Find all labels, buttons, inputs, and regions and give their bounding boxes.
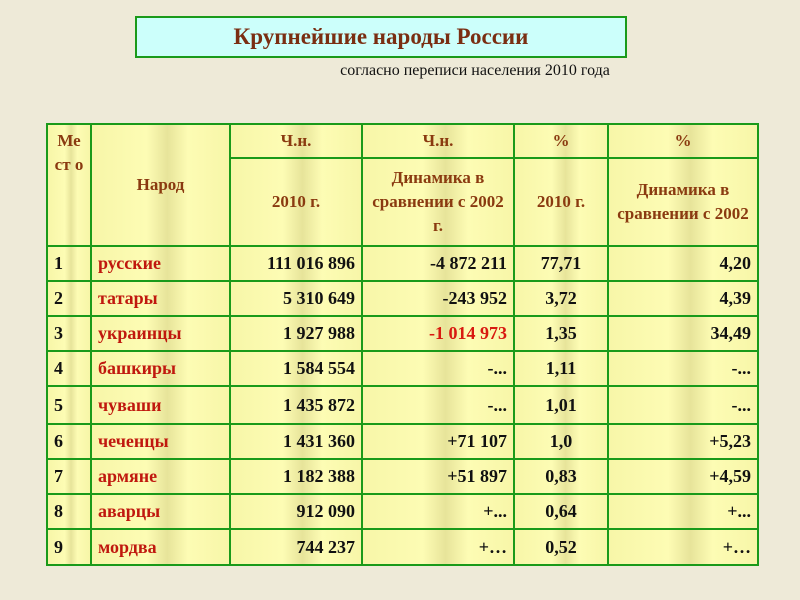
header-count-2010: 2010 г. xyxy=(229,157,363,247)
row-pct-dyn: 34,49 xyxy=(607,315,759,352)
row-place: 1 xyxy=(46,245,92,282)
row-count-dyn: -... xyxy=(361,385,515,425)
row-pct-dyn: +4,59 xyxy=(607,458,759,495)
row-people: башкиры xyxy=(90,350,231,387)
row-place: 5 xyxy=(46,385,92,425)
slide-subtitle: согласно переписи населения 2010 года xyxy=(340,62,610,79)
row-count: 1 435 872 xyxy=(229,385,363,425)
row-count-dyn: -4 872 211 xyxy=(361,245,515,282)
row-pct: 1,01 xyxy=(513,385,609,425)
row-pct: 3,72 xyxy=(513,280,609,317)
row-count: 912 090 xyxy=(229,493,363,530)
table-row: 4 башкиры 1 584 554 -... 1,11 -... xyxy=(46,350,759,387)
row-count-dyn: +... xyxy=(361,493,515,530)
row-count-dyn: +51 897 xyxy=(361,458,515,495)
row-place: 6 xyxy=(46,423,92,460)
header-people: Народ xyxy=(90,123,231,247)
row-people: чеченцы xyxy=(90,423,231,460)
row-place: 8 xyxy=(46,493,92,530)
row-pct: 0,83 xyxy=(513,458,609,495)
header-place: Ме ст о xyxy=(46,123,92,247)
row-people: чуваши xyxy=(90,385,231,425)
table-row: 2 татары 5 310 649 -243 952 3,72 4,39 xyxy=(46,280,759,317)
row-pct-dyn: +5,23 xyxy=(607,423,759,460)
header-pct: % xyxy=(513,123,609,159)
row-pct: 77,71 xyxy=(513,245,609,282)
header-count-dyn: Ч.н. xyxy=(361,123,515,159)
row-count-dyn: +… xyxy=(361,528,515,566)
row-count: 1 431 360 xyxy=(229,423,363,460)
table-row: 9 мордва 744 237 +… 0,52 +… xyxy=(46,528,759,566)
row-place: 3 xyxy=(46,315,92,352)
row-pct-dyn: 4,39 xyxy=(607,280,759,317)
row-count: 744 237 xyxy=(229,528,363,566)
row-place: 7 xyxy=(46,458,92,495)
table-row: 1 русские 111 016 896 -4 872 211 77,71 4,20 xyxy=(46,245,759,282)
row-count-dyn: +71 107 xyxy=(361,423,515,460)
row-people: украинцы xyxy=(90,315,231,352)
row-count: 1 927 988 xyxy=(229,315,363,352)
row-count: 5 310 649 xyxy=(229,280,363,317)
row-count: 1 584 554 xyxy=(229,350,363,387)
table-row: 3 украинцы 1 927 988 -1 014 973 1,35 34,49 xyxy=(46,315,759,352)
row-count: 1 182 388 xyxy=(229,458,363,495)
row-pct-dyn: -... xyxy=(607,350,759,387)
row-people: аварцы xyxy=(90,493,231,530)
header-count: Ч.н. xyxy=(229,123,363,159)
row-pct-dyn: +... xyxy=(607,493,759,530)
row-pct-dyn: +… xyxy=(607,528,759,566)
row-count-dyn: -... xyxy=(361,350,515,387)
row-pct-dyn: 4,20 xyxy=(607,245,759,282)
header-pct-dyn: % xyxy=(607,123,759,159)
row-count-dyn: -243 952 xyxy=(361,280,515,317)
table-row: 5 чуваши 1 435 872 -... 1,01 -... xyxy=(46,385,759,425)
row-count: 111 016 896 xyxy=(229,245,363,282)
row-place: 2 xyxy=(46,280,92,317)
row-people: татары xyxy=(90,280,231,317)
row-pct: 1,35 xyxy=(513,315,609,352)
table-row: 8 аварцы 912 090 +... 0,64 +... xyxy=(46,493,759,530)
row-people: мордва xyxy=(90,528,231,566)
row-people: русские xyxy=(90,245,231,282)
row-pct-dyn: -... xyxy=(607,385,759,425)
row-place: 9 xyxy=(46,528,92,566)
row-pct: 1,0 xyxy=(513,423,609,460)
table-row: 7 армяне 1 182 388 +51 897 0,83 +4,59 xyxy=(46,458,759,495)
row-place: 4 xyxy=(46,350,92,387)
row-pct: 0,64 xyxy=(513,493,609,530)
header-count-dynamics: Динамика в сравнении с 2002 г. xyxy=(361,157,515,247)
header-pct-dynamics: Динамика в сравнении с 2002 xyxy=(607,157,759,247)
row-count-dyn: -1 014 973 xyxy=(361,315,515,352)
header-pct-2010: 2010 г. xyxy=(513,157,609,247)
peoples-table: Ме ст о Народ Ч.н. Ч.н. % % 2010 г. Дина… xyxy=(46,123,759,566)
row-pct: 0,52 xyxy=(513,528,609,566)
row-pct: 1,11 xyxy=(513,350,609,387)
table-row: 6 чеченцы 1 431 360 +71 107 1,0 +5,23 xyxy=(46,423,759,460)
slide-title: Крупнейшие народы России xyxy=(135,16,627,58)
row-people: армяне xyxy=(90,458,231,495)
